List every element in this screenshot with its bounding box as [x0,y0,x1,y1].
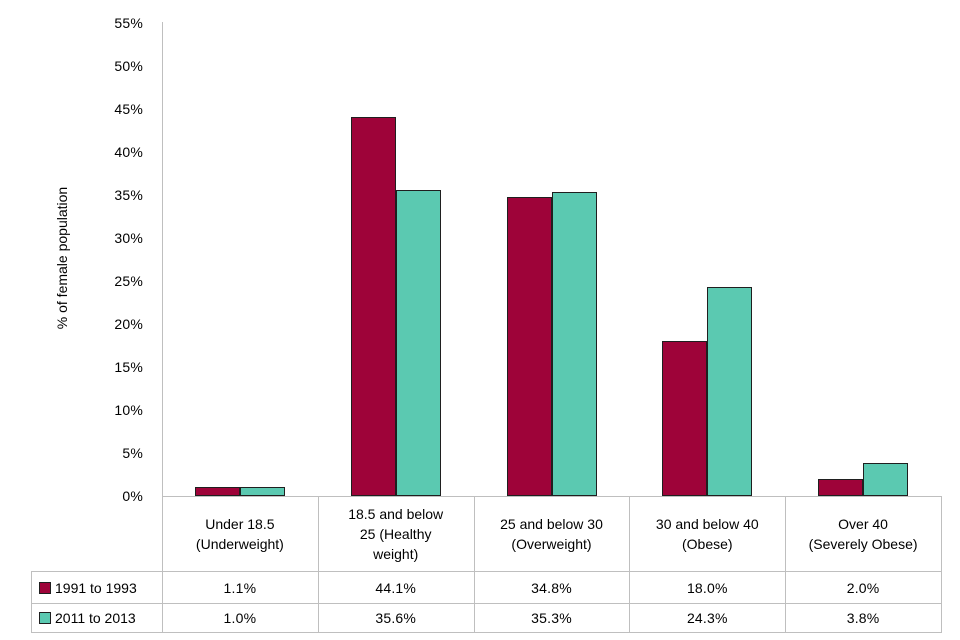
bar-series2-cat3 [551,192,597,496]
legend-item: 1991 to 1993 [32,572,162,603]
category-header-line: weight) [373,546,419,563]
category-header-line: Over 40 [838,515,888,532]
y-tick-label: 30% [114,230,143,246]
bar-series2-cat1 [239,487,285,496]
bar-series2-cat5 [863,463,909,496]
value-cell-series1-cat3: 34.8% [531,579,572,596]
category-header-line: (Overweight) [511,536,592,552]
y-tick-label: 55% [114,15,143,31]
category-header-cell: 30 and below 40 (Obese) [629,497,785,571]
category-header-line: Under 18.5 [205,515,275,532]
category-header-line: (Obese) [682,536,733,552]
y-tick-label: 20% [114,316,143,332]
y-tick-label: 10% [114,402,143,418]
y-tick-label: 45% [114,101,143,117]
value-cell-series1-cat2: 44.1% [375,579,417,596]
table-column-divider [317,496,319,632]
bar-series1-cat5 [818,478,864,496]
legend-swatch-icon [39,612,51,624]
legend-series-label: 2011 to 2013 [55,610,136,626]
value-cell-series2-cat4: 24.3% [686,610,728,626]
value-cell-series2-cat2: 35.6% [375,610,417,626]
category-header-line: 30 and below 40 [655,515,759,532]
value-cell-series1-cat5: 2.0% [846,579,880,596]
category-header-line: 18.5 and below [348,505,444,522]
category-header-cell: 18.5 and below 25 (Healthy weight) [318,497,474,571]
bar-series2-cat2 [395,189,441,496]
legend-item: 2011 to 2013 [32,604,162,632]
table-row-divider [31,603,942,604]
table-row-divider [31,571,942,572]
table-column-divider [629,496,631,632]
category-header-cell: Over 40 (Severely Obese) [785,497,941,571]
bar-series1-cat3 [506,196,552,496]
y-tick-label: 5% [122,445,143,461]
value-cell-series2-cat1: 1.0% [223,610,257,626]
y-axis-title: % of female population [54,186,70,330]
table-left-border [31,571,32,632]
x-axis-line [162,496,941,497]
value-cell-series1-cat1: 1.1% [223,579,257,596]
bar-series2-cat4 [707,287,753,496]
category-header-line: (Underweight) [195,536,284,552]
y-tick-label: 15% [114,359,143,375]
table-right-border [941,496,942,632]
category-header-line: 25 and below 30 [500,515,603,532]
value-cell-series1-cat4: 18.0% [686,579,728,596]
category-header-cell: Under 18.5 (Underweight) [162,497,318,571]
value-cell-series2-cat5: 3.8% [846,610,880,626]
category-header-line: (Severely Obese) [808,536,918,552]
category-header-line: 25 (Healthy [359,525,432,542]
table-column-divider [785,496,787,632]
legend-swatch-icon [39,581,51,594]
table-column-divider [473,496,475,632]
y-tick-label: 50% [114,58,143,74]
y-tick-label: 25% [114,273,143,289]
value-cell-series2-cat3: 35.3% [531,610,572,626]
y-tick-label: 0% [122,488,143,504]
bar-series1-cat1 [194,486,240,496]
y-tick-label: 40% [114,144,143,160]
y-axis-line [162,22,163,632]
bar-series1-cat4 [662,341,708,496]
category-header-cell: 25 and below 30 (Overweight) [474,497,630,571]
y-tick-label: 35% [114,187,143,203]
legend-series-label: 1991 to 1993 [55,579,137,596]
table-row-divider [31,632,942,633]
bar-series1-cat2 [350,116,396,496]
